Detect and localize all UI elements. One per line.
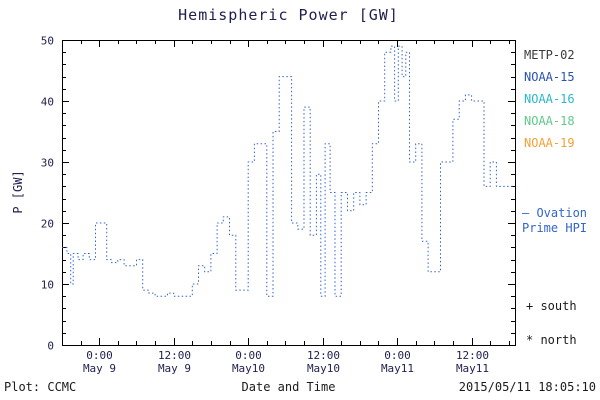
legend-item-noaa18: NOAA-18 [524,114,575,128]
svg-text:May 9: May 9 [83,362,116,375]
svg-text:30: 30 [41,157,54,170]
legend-ovation-line1: — Ovation [522,206,588,220]
svg-text:10: 10 [41,279,54,292]
footer-plot-source: Plot: CCMC [4,380,77,394]
svg-text:May10: May10 [232,362,265,375]
svg-text:May10: May10 [307,362,340,375]
svg-text:12:00: 12:00 [456,349,489,362]
legend-item-noaa16: NOAA-16 [524,92,575,106]
svg-text:0:00: 0:00 [235,349,262,362]
legend-item-noaa15: NOAA-15 [524,70,575,84]
legend-ovation-line2: Prime HPI [522,221,588,235]
svg-text:20: 20 [41,218,54,231]
svg-text:40: 40 [41,96,54,109]
legend-south-marker-label: + south [526,299,577,313]
legend-north-marker-label: * north [526,333,577,347]
svg-text:0:00: 0:00 [86,349,113,362]
svg-text:0: 0 [47,340,54,353]
svg-text:12:00: 12:00 [307,349,340,362]
legend-item-metp02: METP-02 [524,48,575,62]
x-axis-label: Date and Time [241,380,336,394]
legend: METP-02 NOAA-15 NOAA-16 NOAA-18 NOAA-19 [524,44,575,154]
svg-text:50: 50 [41,35,54,48]
svg-text:May11: May11 [381,362,414,375]
svg-text:12:00: 12:00 [158,349,191,362]
chart-title: Hemispheric Power [GW] [178,6,399,24]
svg-text:May 9: May 9 [158,362,191,375]
svg-text:0:00: 0:00 [384,349,411,362]
svg-text:May11: May11 [456,362,489,375]
legend-item-noaa19: NOAA-19 [524,136,575,150]
footer-timestamp: 2015/05/11 18:05:10 [458,380,596,394]
legend-ovation-model-label: — Ovation Prime HPI [522,206,587,236]
